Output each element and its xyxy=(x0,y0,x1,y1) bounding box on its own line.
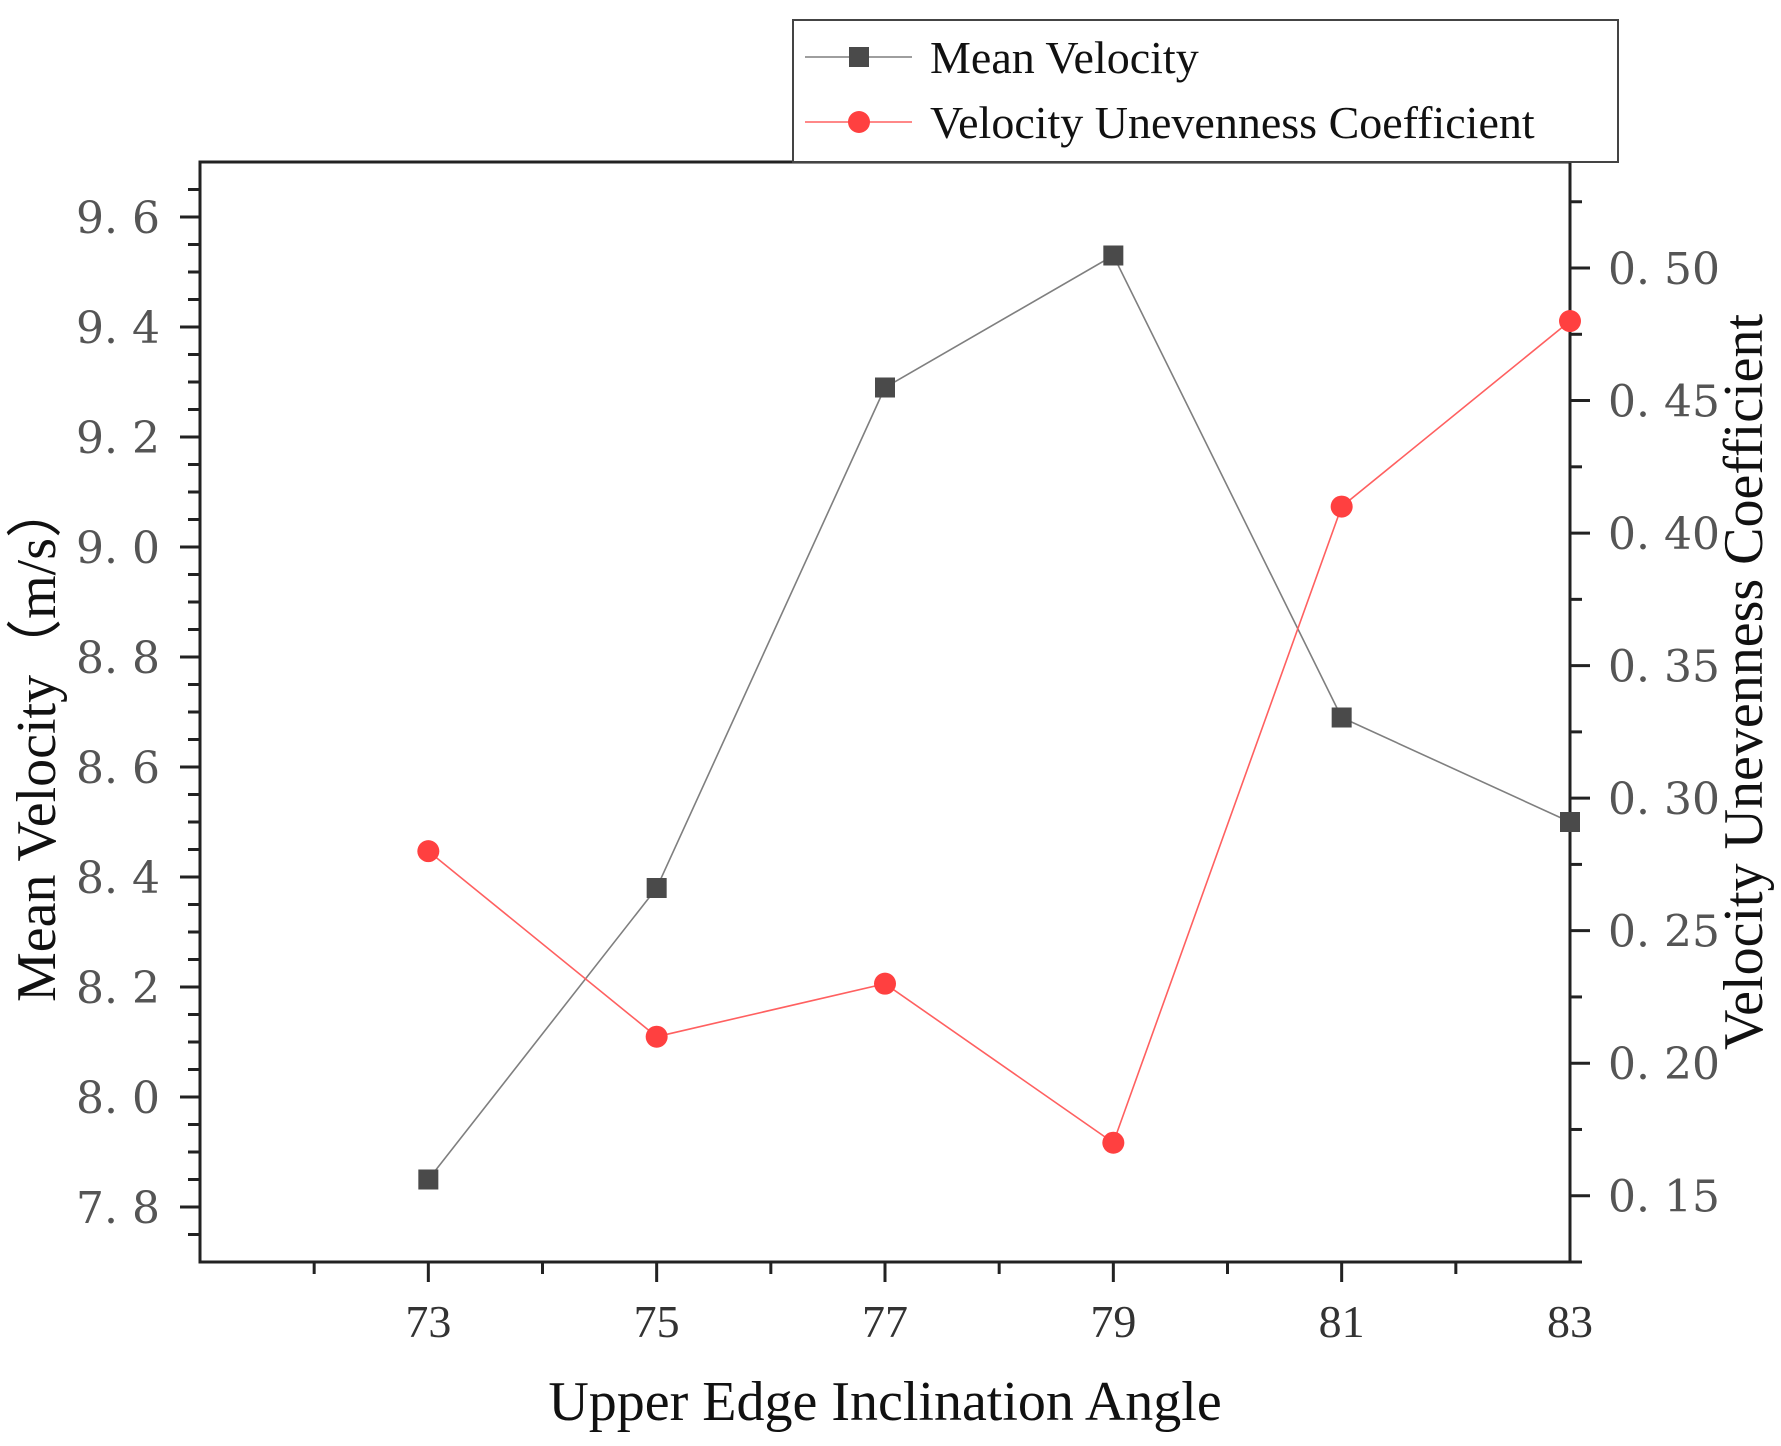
legend-square-marker xyxy=(849,47,869,67)
x-tick-label: 75 xyxy=(634,1296,680,1347)
y-left-tick-label: 9. 0 xyxy=(76,523,160,574)
y-right-tick-label: 0. 25 xyxy=(1608,907,1720,958)
x-tick-label: 79 xyxy=(1090,1296,1136,1347)
series-line-unevenness xyxy=(427,320,1571,1144)
y-left-tick-label: 8. 2 xyxy=(76,963,160,1014)
legend-label: Velocity Unevenness Coefficient xyxy=(930,97,1535,148)
unevenness-point xyxy=(1559,310,1581,333)
mean-velocity-point xyxy=(1103,245,1124,266)
y-left-tick-label: 8. 4 xyxy=(76,853,160,904)
y-left-tick-label: 8. 6 xyxy=(76,743,160,794)
y-right-tick-label: 0. 40 xyxy=(1608,509,1720,560)
series-line-mean-velocity xyxy=(427,254,1571,1180)
plot-frame xyxy=(198,160,1572,1264)
y-axis-right-title: Velocity Unevenness Coefficient xyxy=(1713,314,1775,1051)
y-right-tick-label: 0. 20 xyxy=(1608,1039,1720,1090)
y-left-tick-label: 9. 2 xyxy=(76,413,160,464)
y-right-tick-label: 0. 30 xyxy=(1608,774,1720,825)
unevenness-point xyxy=(645,1025,668,1048)
mean-velocity-point xyxy=(418,1169,439,1190)
axis-titles: Upper Edge Inclination Angle Mean Veloci… xyxy=(6,314,1775,1433)
y-left-tick-label: 8. 0 xyxy=(76,1073,160,1124)
y-right-tick-label: 0. 35 xyxy=(1608,642,1720,693)
y-axis-left-title: Mean Velocity（m/s） xyxy=(6,482,68,1002)
x-axis-title: Upper Edge Inclination Angle xyxy=(548,1371,1221,1433)
legend-box xyxy=(792,19,1619,163)
y-right-tick-label: 0. 45 xyxy=(1608,377,1720,428)
unevenness-point xyxy=(417,840,440,863)
y-left-tick-label: 9. 6 xyxy=(76,193,160,244)
x-tick-label: 81 xyxy=(1319,1296,1365,1347)
y-left-tick-label: 9. 4 xyxy=(76,303,160,354)
unevenness-point xyxy=(874,972,896,995)
legend: Mean Velocity Velocity Unevenness Coeffic… xyxy=(792,19,1619,163)
legend-circle-marker xyxy=(848,111,870,133)
x-tick-label: 73 xyxy=(405,1296,451,1347)
mean-velocity-point xyxy=(646,878,667,898)
y-left-tick-label: 8. 8 xyxy=(76,633,160,684)
mean-velocity-point xyxy=(1560,812,1580,832)
unevenness-point xyxy=(1102,1131,1125,1154)
axes: 73 75 77 79 81 83 7. 8 8. 0 8. 2 8. 4 8. 6 8. 8 9. 0… xyxy=(76,160,1720,1347)
mean-velocity-point xyxy=(875,377,895,398)
legend-label: Mean Velocity xyxy=(930,32,1199,83)
y-right-tick-label: 0. 50 xyxy=(1608,244,1720,295)
x-tick-label: 83 xyxy=(1547,1296,1593,1347)
y-right-tick-label: 0. 15 xyxy=(1608,1172,1720,1223)
x-tick-label: 77 xyxy=(862,1296,908,1347)
unevenness-point xyxy=(1330,495,1353,518)
y-left-tick-label: 7. 8 xyxy=(76,1183,160,1234)
mean-velocity-point xyxy=(1331,707,1352,728)
series xyxy=(417,245,1581,1190)
